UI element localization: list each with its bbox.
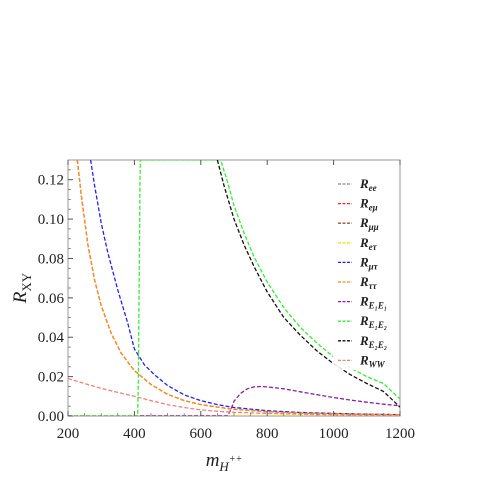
y-axis-title: RXY: [10, 272, 34, 304]
x-tick-label: 800: [256, 426, 279, 442]
legend-label: Reμ: [359, 196, 378, 213]
x-axis-ticks: 200 400 600 800 1000 1200: [57, 160, 415, 442]
x-tick-label: 400: [123, 426, 146, 442]
x-tick-label: 200: [57, 426, 80, 442]
legend-label: Rμμ: [359, 215, 379, 232]
x-tick-label: 1200: [385, 426, 415, 442]
legend: Ree Reμ Rμμ Reτ Rμτ Rττ RE₁E₁ RE₁E₂ RE₂E₂ RWW: [333, 170, 397, 370]
y-tick-label: 0.12: [38, 173, 64, 189]
legend-label: Reτ: [359, 235, 378, 252]
series-line-r-e1e2: [68, 160, 400, 416]
x-tick-label: 600: [190, 426, 213, 442]
y-axis-ticks: 0.00 0.02 0.04 0.06 0.08 0.10 0.12: [38, 169, 73, 425]
legend-label: Rττ: [359, 274, 378, 291]
legend-label: Rμτ: [359, 254, 379, 271]
x-tick-label: 1000: [319, 426, 349, 442]
y-tick-label: 0.00: [38, 409, 64, 425]
legend-label: RWW: [359, 352, 386, 369]
y-tick-label: 0.08: [38, 251, 64, 267]
series-line-r-e1e1: [68, 385, 400, 416]
y-tick-label: 0.06: [38, 291, 65, 307]
legend-label: RE₁E₂: [359, 313, 387, 330]
legend-label: RE₁E₁: [359, 294, 387, 311]
x-axis-title: mH++: [206, 450, 243, 474]
legend-label: RE₂E₂: [359, 333, 387, 350]
y-tick-label: 0.02: [38, 370, 64, 386]
y-tick-label: 0.04: [38, 330, 65, 346]
y-tick-label: 0.10: [38, 212, 64, 228]
legend-label: Ree: [359, 176, 377, 193]
